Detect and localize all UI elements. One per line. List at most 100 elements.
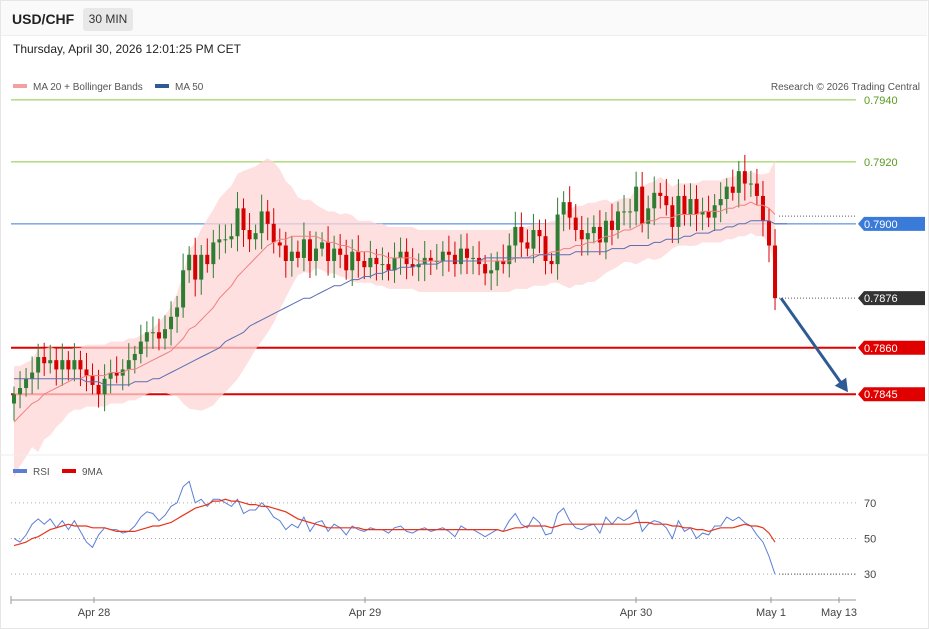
candle — [543, 219, 548, 275]
candle-body — [513, 226, 518, 246]
candle-body — [350, 251, 355, 271]
candle-body — [175, 307, 180, 317]
candle-body — [585, 233, 590, 240]
candle-body — [199, 254, 204, 280]
candle-body — [597, 226, 602, 243]
candle-body — [664, 195, 669, 206]
candle — [622, 195, 627, 226]
candle-body — [622, 211, 627, 213]
candle-body — [241, 208, 246, 231]
candle-body — [265, 211, 270, 224]
candle — [724, 178, 729, 214]
candle-body — [150, 332, 155, 334]
candle — [12, 386, 16, 421]
candle-body — [223, 239, 228, 241]
level-label-resistance: 0.7920 — [864, 157, 898, 169]
candle — [676, 179, 681, 244]
candle-body — [18, 388, 23, 395]
candle — [646, 195, 651, 239]
candle — [235, 191, 240, 252]
candle-body — [181, 270, 186, 308]
candle-body — [301, 239, 306, 258]
candle-body — [471, 257, 476, 259]
candle-body — [543, 236, 548, 261]
candle-body — [676, 195, 681, 227]
candle-body — [163, 329, 167, 339]
candle — [66, 351, 71, 381]
candle-body — [730, 186, 735, 193]
candle — [585, 217, 590, 256]
candle-body — [628, 211, 633, 213]
rsi-panel: 70 50 30 — [11, 480, 876, 581]
ma50-line — [14, 220, 788, 386]
level-label-support: 0.7845 — [864, 389, 898, 401]
candle — [205, 238, 210, 273]
level-tag-pivot — [858, 216, 925, 231]
candle-body — [682, 195, 687, 215]
candle — [301, 222, 306, 272]
candle-body — [72, 360, 77, 370]
candle — [362, 251, 367, 280]
level-tag-support — [858, 340, 925, 355]
candle-body — [114, 372, 119, 376]
rsi-ma-legend-swatch — [62, 469, 76, 473]
candle — [193, 237, 198, 297]
candle — [416, 253, 421, 282]
candle-body — [54, 360, 59, 370]
ma50-legend-swatch — [155, 84, 169, 88]
candle — [495, 251, 500, 286]
candle — [398, 237, 403, 275]
candle — [241, 198, 246, 247]
candle — [223, 224, 228, 254]
candle-body — [561, 202, 566, 215]
candle-body — [694, 199, 699, 215]
candle — [742, 154, 747, 201]
candle — [277, 228, 282, 258]
candle — [314, 231, 318, 276]
candle — [199, 245, 204, 295]
candle-body — [314, 248, 318, 261]
candle-body — [609, 220, 614, 231]
candle-body — [307, 239, 312, 261]
candle-body — [12, 394, 16, 404]
candle-body — [748, 183, 753, 185]
candle — [591, 215, 596, 244]
rsi-line — [13, 480, 776, 575]
candle — [392, 242, 397, 283]
candle-body — [416, 264, 421, 268]
candle — [525, 229, 530, 257]
candle — [483, 254, 488, 286]
candle-body — [96, 384, 101, 395]
candle — [760, 180, 765, 237]
candle-body — [603, 220, 608, 243]
datetime-label: Thursday, April 30, 2026 12:01:25 PM CET — [13, 42, 241, 56]
candle — [187, 246, 192, 283]
candle — [24, 368, 29, 397]
candle — [156, 318, 161, 351]
candle — [664, 178, 669, 216]
candle-body — [156, 332, 161, 339]
candle — [114, 356, 119, 384]
candle — [380, 247, 385, 281]
candle — [386, 252, 391, 281]
candle — [320, 232, 325, 257]
candle-body — [126, 360, 131, 370]
candle-body — [277, 242, 282, 246]
copyright-label: Research © 2026 Trading Central — [771, 82, 920, 93]
candle-body — [193, 254, 198, 280]
rsi-tick-label: 50 — [864, 534, 876, 546]
candle — [271, 208, 276, 254]
candle-body — [229, 236, 234, 240]
candle-body — [283, 245, 288, 261]
candle — [84, 352, 89, 392]
candle — [519, 212, 524, 258]
timeframe-button[interactable]: 30 MIN — [83, 8, 133, 31]
candle-body — [495, 261, 500, 271]
candle-body — [132, 353, 137, 361]
time-axis-labels: Apr 28 Apr 29 Apr 30 May 1 May 13 — [78, 597, 857, 619]
candle-body — [754, 183, 759, 196]
candle-body — [573, 217, 578, 231]
candle-body — [483, 264, 488, 274]
candle-body — [531, 230, 536, 249]
candle-body — [368, 257, 373, 268]
